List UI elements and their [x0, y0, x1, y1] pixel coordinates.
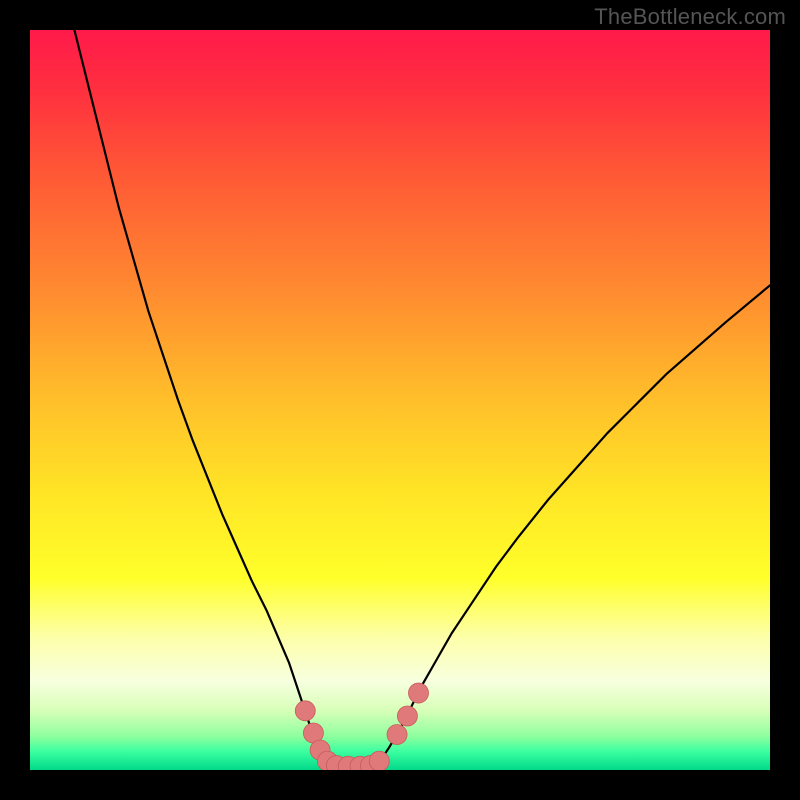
bottleneck-curve-chart [30, 30, 770, 770]
chart-frame: TheBottleneck.com [0, 0, 800, 800]
data-marker [369, 751, 389, 770]
data-marker [387, 724, 407, 744]
chart-background [30, 30, 770, 770]
data-marker [295, 701, 315, 721]
data-marker [409, 683, 429, 703]
plot-area [30, 30, 770, 770]
watermark-text: TheBottleneck.com [594, 4, 786, 30]
data-marker [397, 706, 417, 726]
